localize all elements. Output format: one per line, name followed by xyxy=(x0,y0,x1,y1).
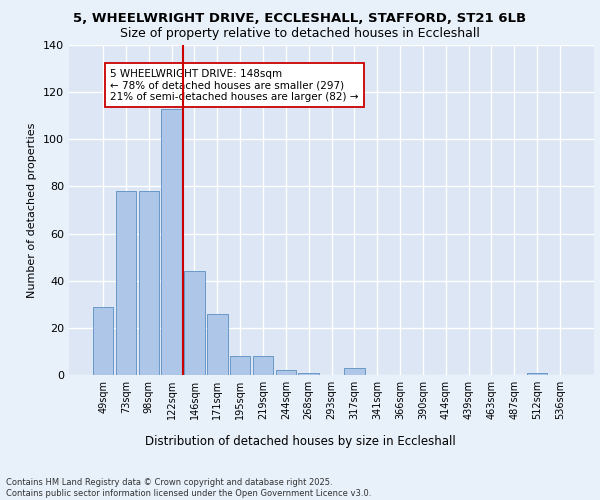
Bar xyxy=(184,272,205,375)
Bar xyxy=(230,356,250,375)
Bar xyxy=(275,370,296,375)
Bar xyxy=(253,356,273,375)
Text: Size of property relative to detached houses in Eccleshall: Size of property relative to detached ho… xyxy=(120,28,480,40)
Y-axis label: Number of detached properties: Number of detached properties xyxy=(28,122,37,298)
Bar xyxy=(527,372,547,375)
Text: Distribution of detached houses by size in Eccleshall: Distribution of detached houses by size … xyxy=(145,435,455,448)
Bar xyxy=(344,368,365,375)
Bar xyxy=(93,306,113,375)
Bar xyxy=(207,314,227,375)
Text: 5, WHEELWRIGHT DRIVE, ECCLESHALL, STAFFORD, ST21 6LB: 5, WHEELWRIGHT DRIVE, ECCLESHALL, STAFFO… xyxy=(73,12,527,26)
Bar xyxy=(116,191,136,375)
Bar xyxy=(298,372,319,375)
Bar xyxy=(139,191,159,375)
Text: 5 WHEELWRIGHT DRIVE: 148sqm
← 78% of detached houses are smaller (297)
21% of se: 5 WHEELWRIGHT DRIVE: 148sqm ← 78% of det… xyxy=(110,68,358,102)
Bar xyxy=(161,108,182,375)
Text: Contains HM Land Registry data © Crown copyright and database right 2025.
Contai: Contains HM Land Registry data © Crown c… xyxy=(6,478,371,498)
